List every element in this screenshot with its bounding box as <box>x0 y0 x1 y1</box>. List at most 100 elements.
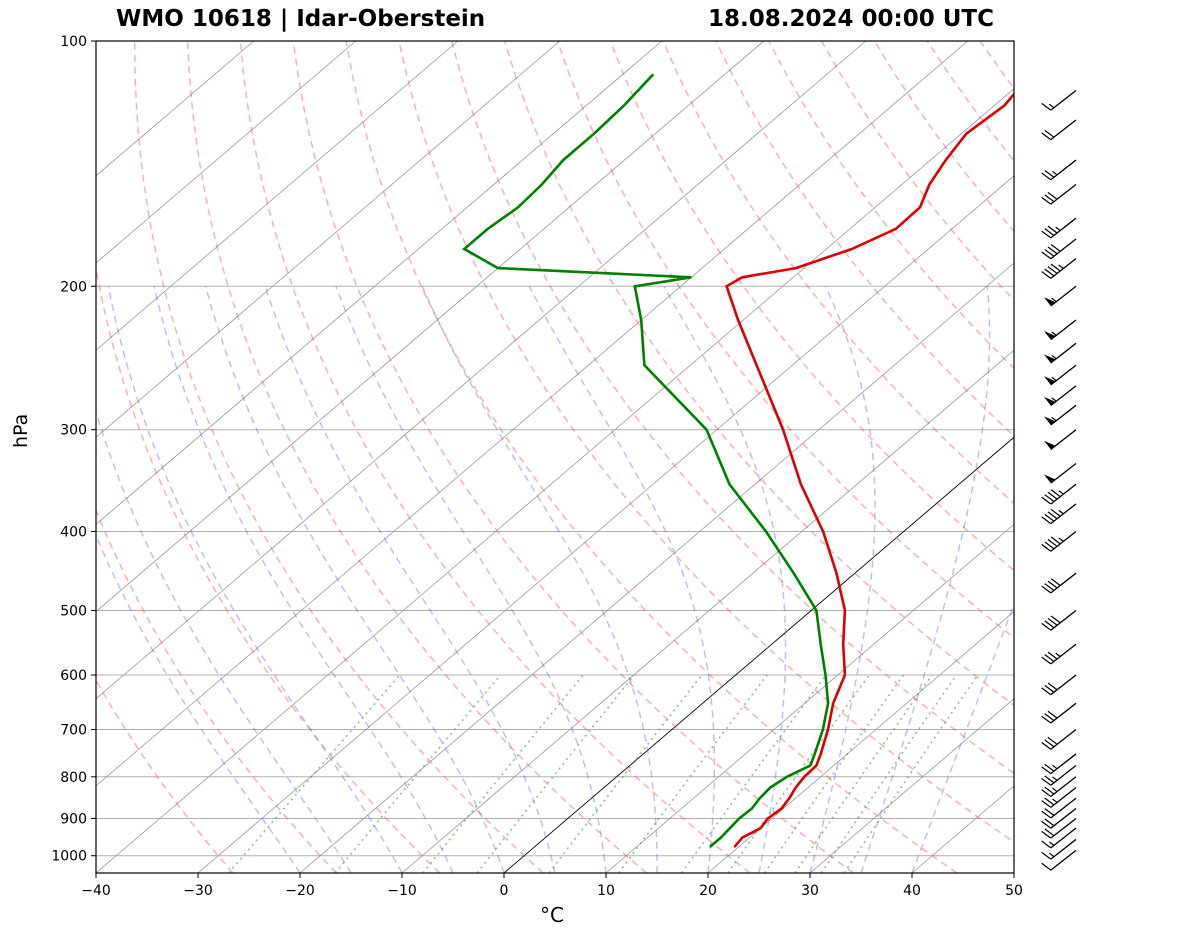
dry-adiabat-line <box>503 41 1014 707</box>
wind-barb-half <box>1058 264 1064 270</box>
wind-barb <box>1041 258 1077 279</box>
dry-adiabat-line <box>715 41 1014 437</box>
dry-adiabat-line <box>96 678 234 873</box>
mixing-ratio-line <box>763 674 905 873</box>
wind-barb-staff <box>1050 817 1077 839</box>
wind-barb-staff <box>1050 572 1077 594</box>
moist-adiabat-line <box>107 286 403 873</box>
wind-barb-half <box>1058 537 1064 542</box>
wind-barb-staff <box>1050 827 1077 849</box>
wind-barb <box>1041 238 1077 260</box>
y-tick-label: 1000 <box>51 849 87 865</box>
wind-barb <box>1041 643 1077 665</box>
wind-barb <box>1041 753 1077 775</box>
wind-barb-half <box>1052 170 1058 176</box>
wind-barb <box>1041 159 1077 181</box>
temperature-point <box>803 776 806 778</box>
wind-barb-staff <box>1050 787 1077 808</box>
dry-adiabat-line <box>979 41 1014 90</box>
temperature-point <box>800 483 802 486</box>
wind-barb-full <box>1041 777 1052 786</box>
temperature-point <box>919 206 921 209</box>
skewed-isotherm-line <box>96 41 357 264</box>
wind-barb-full <box>1047 225 1058 234</box>
dewpoint-point <box>813 753 816 755</box>
wind-barb-full <box>1050 508 1061 517</box>
wind-barb-full <box>1050 578 1061 586</box>
mixing-ratio-line <box>843 674 979 873</box>
wind-barb-full <box>1044 513 1055 522</box>
skewed-isotherm-line <box>911 785 1014 873</box>
wind-barb-staff <box>1050 609 1077 631</box>
dewpoint-point <box>487 228 489 230</box>
wind-barb <box>1044 285 1077 307</box>
wind-barb-full <box>1044 775 1055 784</box>
wind-barb-half <box>1058 509 1064 515</box>
wind-barb-full <box>1041 132 1052 141</box>
dry-adiabat-line <box>186 41 647 873</box>
x-tick-label: 0 <box>500 883 509 899</box>
wind-barb-full <box>1044 808 1055 816</box>
wind-barb <box>1041 572 1077 594</box>
wind-barb <box>1041 765 1077 786</box>
wind-barb-full <box>1047 580 1058 589</box>
wind-barb-full <box>1044 828 1055 837</box>
wind-barb-full <box>1044 268 1055 277</box>
dry-adiabat-line <box>873 41 1014 233</box>
wind-barb-full <box>1041 862 1052 871</box>
wind-barb-full <box>1044 129 1055 138</box>
mixing-ratio-line <box>794 674 933 873</box>
wind-barb-full <box>1047 191 1058 200</box>
dry-adiabat-line <box>609 41 1014 572</box>
wind-barb-full <box>1044 494 1055 502</box>
temperature-point <box>795 267 797 269</box>
wind-barb-full <box>1044 583 1055 591</box>
wind-barb-half <box>1055 226 1061 231</box>
moist-adiabat-line <box>809 286 876 873</box>
wind-barb <box>1041 483 1077 505</box>
temperature-point <box>782 428 784 431</box>
wind-barb-staff <box>1050 183 1077 205</box>
dry-adiabat-line <box>820 41 1014 302</box>
wind-barb-staff <box>1050 285 1077 307</box>
mixing-ratio-line <box>476 674 635 873</box>
dewpoint-point <box>720 836 722 839</box>
dewpoint-point <box>728 483 731 486</box>
dewpoint-point <box>640 319 642 321</box>
temperature-point <box>944 159 947 161</box>
dewpoint-point <box>652 73 654 76</box>
wind-barb-full <box>1041 172 1052 181</box>
wind-barb-full <box>1044 713 1055 722</box>
wind-barb-full <box>1041 656 1052 665</box>
wind-barb-full <box>1050 263 1061 272</box>
temperature-point <box>780 807 783 810</box>
temperature-point <box>822 530 824 533</box>
wind-barb-half <box>1052 787 1058 793</box>
wind-barb-half <box>1052 764 1058 770</box>
wind-barb-half <box>1049 841 1055 846</box>
wind-barb-half <box>1049 103 1055 109</box>
temperature-point <box>928 183 931 186</box>
wind-barb-half <box>1051 354 1057 360</box>
wind-barb-full <box>1044 620 1055 629</box>
wind-barb <box>1041 674 1077 696</box>
temperature-point <box>844 674 846 676</box>
wind-barb <box>1044 385 1077 407</box>
moist-adiabat-line <box>204 286 505 873</box>
moist-adiabat-line <box>96 409 352 873</box>
dewpoint-point <box>593 133 595 135</box>
dry-adiabat-line <box>1139 41 1181 873</box>
mixing-ratio-line <box>820 674 958 873</box>
wind-barb <box>1044 429 1077 450</box>
wind-barb-full <box>1050 244 1061 252</box>
wind-barb-full <box>1044 541 1055 550</box>
skewed-isotherm-line <box>1013 872 1014 873</box>
temperature-point <box>844 609 846 612</box>
skewed-isotherm-line <box>96 41 255 177</box>
wind-barb-full <box>1044 194 1055 203</box>
dewpoint-point <box>822 728 824 731</box>
dewpoint-point <box>634 285 636 288</box>
wind-barb-staff <box>1050 643 1077 665</box>
skewed-isotherm-line <box>197 175 1014 873</box>
wind-barb-half <box>1051 416 1057 422</box>
